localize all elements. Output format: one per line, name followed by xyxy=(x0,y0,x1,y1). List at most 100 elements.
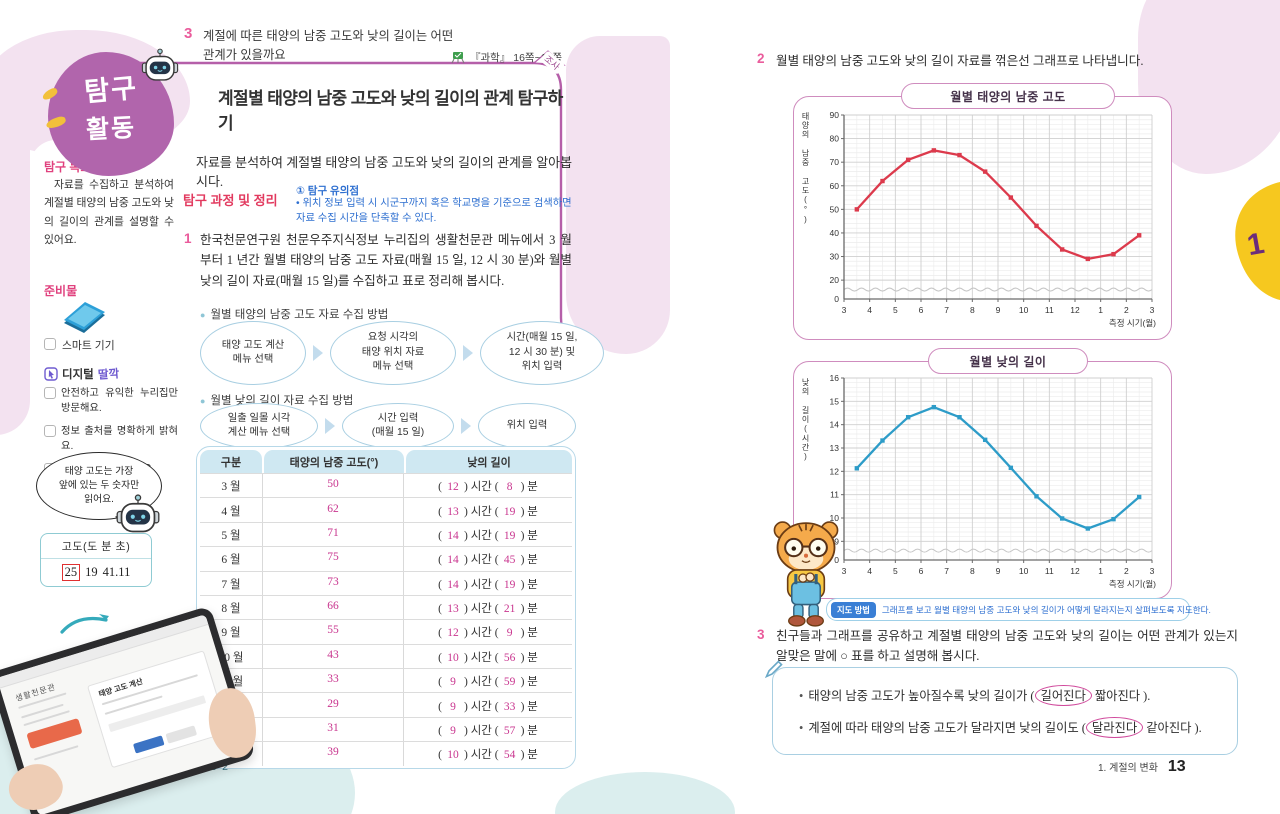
daylength-cell: (9) 시간 (33) 분 xyxy=(403,693,572,717)
hour-unit: ) 시간 ( xyxy=(463,578,499,591)
svg-text:9: 9 xyxy=(996,566,1001,576)
pink-blob-decoration xyxy=(566,36,670,354)
bullet-icon: ● xyxy=(200,396,206,406)
svg-text:8: 8 xyxy=(970,566,975,576)
minutes-value: 19 xyxy=(503,578,516,591)
svg-text:3: 3 xyxy=(842,305,847,315)
svg-text:0: 0 xyxy=(834,294,839,304)
table-row: 12 월29(9) 시간 (33) 분 xyxy=(200,692,572,717)
flow-arrow-icon xyxy=(461,418,471,434)
svg-text:40: 40 xyxy=(830,228,840,238)
table-row: 6 월 75 (14) 시간 (45) 분 xyxy=(200,546,572,571)
table-header-row: 구분 태양의 남중 고도(°) 낮의 길이 xyxy=(200,450,572,473)
svg-text:5: 5 xyxy=(893,566,898,576)
step2-number: 2 xyxy=(757,51,765,66)
arrow-swoosh-icon xyxy=(60,614,109,634)
digital-tip: 안전하고 유익한 누리집만 방문해요. xyxy=(44,386,178,417)
daylength-cell: (12) 시간 (9) 분 xyxy=(403,620,572,644)
blue-button xyxy=(132,735,165,754)
svg-text:0: 0 xyxy=(834,555,839,565)
svg-text:4: 4 xyxy=(867,566,872,576)
flow-step: 요청 시각의 태양 위치 자료 메뉴 선택 xyxy=(330,321,456,385)
daylength-cell: (10) 시간 (56) 분 xyxy=(403,644,572,668)
process-heading: 탐구 과정 및 정리 xyxy=(183,193,278,208)
hour-unit: ) 시간 ( xyxy=(463,627,499,640)
month-cell: 4 월 xyxy=(221,505,241,518)
chart1-title-bubble: 월별 태양의 남중 고도 xyxy=(901,83,1115,109)
svg-text:3: 3 xyxy=(1150,305,1155,315)
altitude-cell: 33 xyxy=(262,669,403,693)
altitude-value: 73 xyxy=(327,575,339,588)
circled-answer: 달라진다 xyxy=(1085,717,1144,738)
daylength-cell: (14) 시간 (19) 분 xyxy=(403,522,572,547)
altitude-cell: 31 xyxy=(262,717,403,742)
checkbox xyxy=(44,338,56,350)
answer-pre: 태양의 남중 고도가 높아질수록 낮의 길이가 ( xyxy=(808,689,1035,703)
paren: ( xyxy=(438,724,442,737)
table-row: 2 월39(10) 시간 (54) 분 xyxy=(200,741,572,766)
unit-tab: 1 xyxy=(1232,176,1280,300)
altitude-cell: 73 xyxy=(262,571,403,595)
month-cell: 3 월 xyxy=(221,481,241,494)
svg-text:1: 1 xyxy=(1098,305,1103,315)
note-text: • 위치 정보 입력 시 시군구까지 혹은 학교명을 기준으로 검색하면 자료 … xyxy=(296,198,572,224)
hours-value: 9 xyxy=(450,724,456,737)
answer-box: • 태양의 남중 고도가 높아질수록 낮의 길이가 (길어진다 짧아진다 ). • 계… xyxy=(772,667,1238,755)
pencil-icon xyxy=(764,660,783,679)
teaching-guide-tip: 지도 방법 그래프를 보고 월별 태양의 남중 고도와 낮의 길이가 어떻게 달… xyxy=(826,598,1211,621)
minute-unit: ) 분 xyxy=(520,505,538,518)
hour-unit: ) 시간 ( xyxy=(463,749,499,762)
svg-text:2: 2 xyxy=(1124,305,1129,315)
cat-mascot xyxy=(773,521,839,627)
page-number: 13 xyxy=(1167,758,1186,775)
chart2-y-axis-label: 낮의 길이(시간) xyxy=(801,378,810,462)
altitude-value: 31 xyxy=(327,721,339,734)
altitude-cell: 66 xyxy=(262,595,403,620)
table-row: 11 월33(9) 시간 (59) 분 xyxy=(200,668,572,693)
digital-tip-text: 안전하고 유익한 누리집만 방문해요. xyxy=(61,388,178,415)
badge-text-bottom: 활동 xyxy=(85,113,137,145)
paren: ( xyxy=(438,529,442,542)
altitude-value: 66 xyxy=(327,600,339,613)
minute-unit: ) 분 xyxy=(520,676,538,689)
svg-text:9: 9 xyxy=(834,536,839,546)
svg-text:10: 10 xyxy=(1019,566,1029,576)
hour-unit: ) 시간 ( xyxy=(463,481,499,494)
hour-unit: ) 시간 ( xyxy=(463,505,499,518)
altitude-value: 43 xyxy=(327,648,339,661)
hour-unit: ) 시간 ( xyxy=(463,529,499,542)
svg-text:70: 70 xyxy=(830,157,840,167)
teal-ellipse-decoration xyxy=(555,772,735,814)
svg-text:14: 14 xyxy=(830,420,840,430)
page-footer-right: 1. 계절의 변화 13 xyxy=(1098,758,1186,776)
svg-text:2: 2 xyxy=(1124,566,1129,576)
altitude-value: 62 xyxy=(327,502,339,515)
guide-text: 그래프를 보고 월별 태양의 남중 고도와 낮의 길이가 어떻게 달라지는지 살… xyxy=(881,604,1211,615)
hour-unit: ) 시간 ( xyxy=(463,554,499,567)
altitude-cell: 29 xyxy=(262,693,403,717)
hour-unit: ) 시간 ( xyxy=(463,724,499,737)
paren: ( xyxy=(438,578,442,591)
table-row: 5 월 71 (14) 시간 (19) 분 xyxy=(200,521,572,547)
hours-value: 13 xyxy=(447,505,459,518)
materials-item-label: 스마트 기기 xyxy=(62,340,115,352)
hours-value: 14 xyxy=(447,578,459,591)
hour-unit: ) 시간 ( xyxy=(463,603,499,616)
altitude-cell: 71 xyxy=(262,522,403,547)
altitude-value: 75 xyxy=(327,551,339,564)
minutes-value: 33 xyxy=(503,700,516,713)
svg-text:5: 5 xyxy=(893,305,898,315)
step1-number: 1 xyxy=(184,231,192,246)
daylength-cell: (14) 시간 (45) 분 xyxy=(403,547,572,571)
svg-text:10: 10 xyxy=(1019,305,1029,315)
svg-text:50: 50 xyxy=(830,204,840,214)
minutes-value: 8 xyxy=(506,481,513,494)
unit-number: 1 xyxy=(1245,227,1267,262)
paren: ( xyxy=(438,651,442,664)
flow1-label: ● 월별 태양의 남중 고도 자료 수집 방법 xyxy=(200,306,388,322)
minute-unit: ) 분 xyxy=(520,481,538,494)
minutes-value: 19 xyxy=(503,505,516,518)
digital-tip-heading: 디지털 딸깍 xyxy=(44,366,119,382)
checkbox xyxy=(44,424,56,437)
note-title: ① 탐구 유의점 xyxy=(296,185,360,197)
